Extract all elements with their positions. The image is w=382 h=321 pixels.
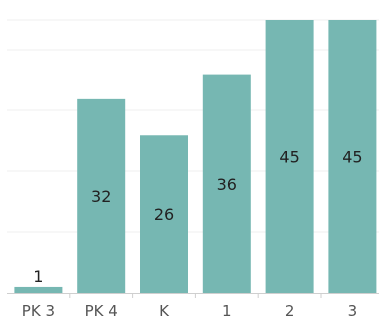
x-tick-label: 3 (348, 302, 358, 320)
bar-pk-3 (14, 286, 63, 293)
bar-pk-4 (77, 98, 126, 293)
bar-k (140, 135, 188, 293)
x-tick-labels: PK 3 PK 4 K 1 2 3 (22, 302, 357, 320)
bar-2 (265, 20, 314, 293)
x-tick-label: PK 3 (22, 302, 55, 320)
x-tick-label: K (159, 302, 170, 320)
bars (14, 20, 377, 293)
x-tick-label: 2 (285, 302, 295, 320)
data-labels: 1 32 26 36 45 45 (33, 148, 362, 286)
x-axis-ticks (69, 293, 322, 298)
data-label: 45 (279, 148, 299, 167)
bar-1 (202, 74, 251, 293)
data-label: 26 (154, 205, 174, 224)
x-tick-label: PK 4 (85, 302, 118, 320)
data-label: 32 (91, 187, 111, 206)
data-label: 36 (217, 175, 237, 194)
gridlines (7, 19, 379, 233)
bar-3 (328, 20, 377, 293)
x-tick-label: 1 (222, 302, 232, 320)
data-label: 45 (342, 148, 362, 167)
data-label: 1 (33, 267, 43, 286)
